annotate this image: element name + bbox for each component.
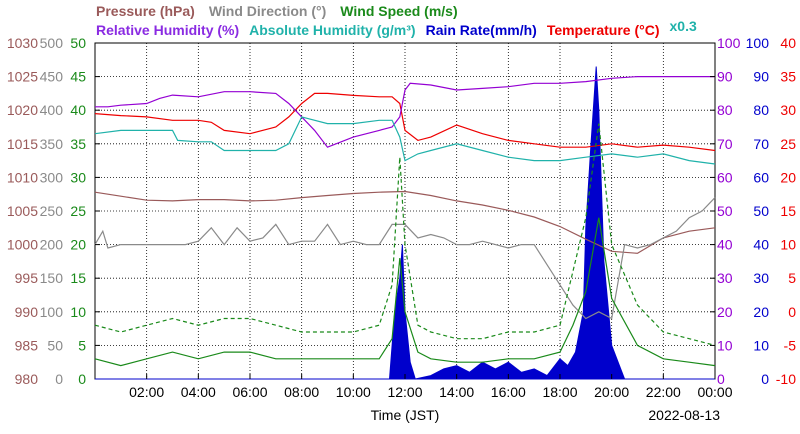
temperature-tick-label: 15 [780, 203, 796, 219]
rain-rate-tick-label: 60 [753, 169, 769, 185]
chart-date: 2022-08-13 [648, 407, 720, 423]
x-tick-label: 08:00 [284, 384, 319, 400]
series-absolute-humidity-g-m [94, 116, 716, 165]
rain-rate-tick-label: 70 [753, 136, 769, 152]
relative-humidity-tick-label: 60 [717, 169, 733, 185]
pressure-tick-label: 1015 [7, 136, 38, 152]
wind-direction-tick-label: 300 [40, 169, 64, 185]
temperature-tick-label: -10 [776, 371, 796, 387]
pressure-tick-label: 1000 [7, 237, 38, 253]
relative-humidity-tick-label: 90 [717, 69, 733, 85]
legend-entry: Relative Humidity (%) [96, 22, 239, 38]
series-temperature-c [94, 92, 716, 152]
x-tick-label: 00:00 [697, 384, 732, 400]
pressure-tick-label: 1030 [7, 35, 38, 51]
legend: Pressure (hPa) Wind Direction (°) Wind Spe… [96, 3, 697, 38]
wind-direction-tick-label: 50 [47, 337, 63, 353]
rain-rate-tick-label: 40 [753, 237, 769, 253]
relative-humidity-tick-label: 10 [717, 337, 733, 353]
series-wind-direction [94, 197, 716, 320]
x-axis-label: Time (JST) [371, 407, 440, 423]
wind-speed-tick-label: 25 [70, 203, 86, 219]
pressure-tick-label: 1010 [7, 169, 38, 185]
pressure-tick-label: 990 [15, 304, 39, 320]
temperature-tick-label: 10 [780, 237, 796, 253]
x-tick-label: 10:00 [336, 384, 371, 400]
axes: 02:00 04:00 06:00 08:00 10:00 12:00 14:00 16:00… [7, 35, 796, 400]
rain-rate-tick-label: 100 [746, 35, 770, 51]
wind-direction-tick-label: 100 [40, 304, 64, 320]
series-pressure-hpa [94, 190, 716, 254]
relative-humidity-tick-label: 100 [717, 35, 741, 51]
relative-humidity-tick-label: 70 [717, 136, 733, 152]
x-tick-label: 04:00 [181, 384, 216, 400]
relative-humidity-tick-label: 50 [717, 203, 733, 219]
temperature-tick-label: 0 [788, 304, 796, 320]
legend-entry: Wind Speed (m/s) [340, 3, 457, 19]
series-wind-speed-gust-m-s [94, 123, 716, 346]
wind-speed-tick-label: 40 [70, 102, 86, 118]
rain-rate-tick-label: 10 [753, 337, 769, 353]
legend-entry: Rain Rate(mm/h) [426, 22, 537, 38]
rain-rate-tick-label: 90 [753, 69, 769, 85]
wind-speed-tick-label: 5 [78, 337, 86, 353]
temperature-tick-label: 5 [788, 270, 796, 286]
temperature-tick-label: 40 [780, 35, 796, 51]
x-tick-label: 22:00 [646, 384, 681, 400]
pressure-tick-label: 995 [15, 270, 39, 286]
wind-speed-tick-label: 35 [70, 136, 86, 152]
legend-entry: Absolute Humidity (g/m³) [249, 22, 415, 38]
temperature-tick-label: -5 [784, 337, 797, 353]
relative-humidity-tick-label: 40 [717, 237, 733, 253]
temperature-tick-label: 25 [780, 136, 796, 152]
pressure-tick-label: 985 [15, 337, 39, 353]
legend-note: x0.3 [670, 18, 697, 34]
x-tick-label: 18:00 [542, 384, 577, 400]
rain-rate-tick-label: 20 [753, 304, 769, 320]
x-tick-label: 16:00 [491, 384, 526, 400]
rain-rate-tick-label: 80 [753, 102, 769, 118]
x-tick-label: 02:00 [129, 384, 164, 400]
wind-speed-tick-label: 45 [70, 69, 86, 85]
pressure-tick-label: 1025 [7, 69, 38, 85]
wind-direction-tick-label: 350 [40, 136, 64, 152]
wind-direction-tick-label: 0 [55, 371, 63, 387]
legend-entry: Pressure (hPa) [96, 3, 195, 19]
legend-entry: Temperature (°C) [547, 22, 660, 38]
pressure-tick-label: 1020 [7, 102, 38, 118]
pressure-tick-label: 980 [15, 371, 39, 387]
rain-rate-tick-label: 0 [761, 371, 769, 387]
pressure-tick-label: 1005 [7, 203, 38, 219]
wind-speed-tick-label: 20 [70, 237, 86, 253]
x-tick-label: 20:00 [594, 384, 629, 400]
x-tick-label: 06:00 [232, 384, 267, 400]
temperature-tick-label: 30 [780, 102, 796, 118]
temperature-tick-label: 20 [780, 169, 796, 185]
rain-rate-tick-label: 50 [753, 203, 769, 219]
wind-speed-tick-label: 50 [70, 35, 86, 51]
wind-direction-tick-label: 200 [40, 237, 64, 253]
wind-speed-tick-label: 30 [70, 169, 86, 185]
wind-direction-tick-label: 400 [40, 102, 64, 118]
wind-speed-tick-label: 10 [70, 304, 86, 320]
temperature-tick-label: 35 [780, 69, 796, 85]
relative-humidity-tick-label: 20 [717, 304, 733, 320]
series-wind-speed-m-s [94, 217, 716, 367]
series-layer [94, 66, 716, 380]
relative-humidity-tick-label: 0 [717, 371, 725, 387]
wind-direction-tick-label: 500 [40, 35, 64, 51]
x-tick-label: 12:00 [387, 384, 422, 400]
series-relative-humidity [95, 76, 715, 148]
wind-direction-tick-label: 250 [40, 203, 64, 219]
rain-rate-tick-label: 30 [753, 270, 769, 286]
wind-direction-tick-label: 150 [40, 270, 64, 286]
wind-speed-tick-label: 15 [70, 270, 86, 286]
wind-speed-tick-label: 0 [78, 371, 86, 387]
wind-direction-tick-label: 450 [40, 69, 64, 85]
x-tick-label: 14:00 [439, 384, 474, 400]
legend-entry: Wind Direction (°) [209, 3, 326, 19]
relative-humidity-tick-label: 80 [717, 102, 733, 118]
relative-humidity-tick-label: 30 [717, 270, 733, 286]
